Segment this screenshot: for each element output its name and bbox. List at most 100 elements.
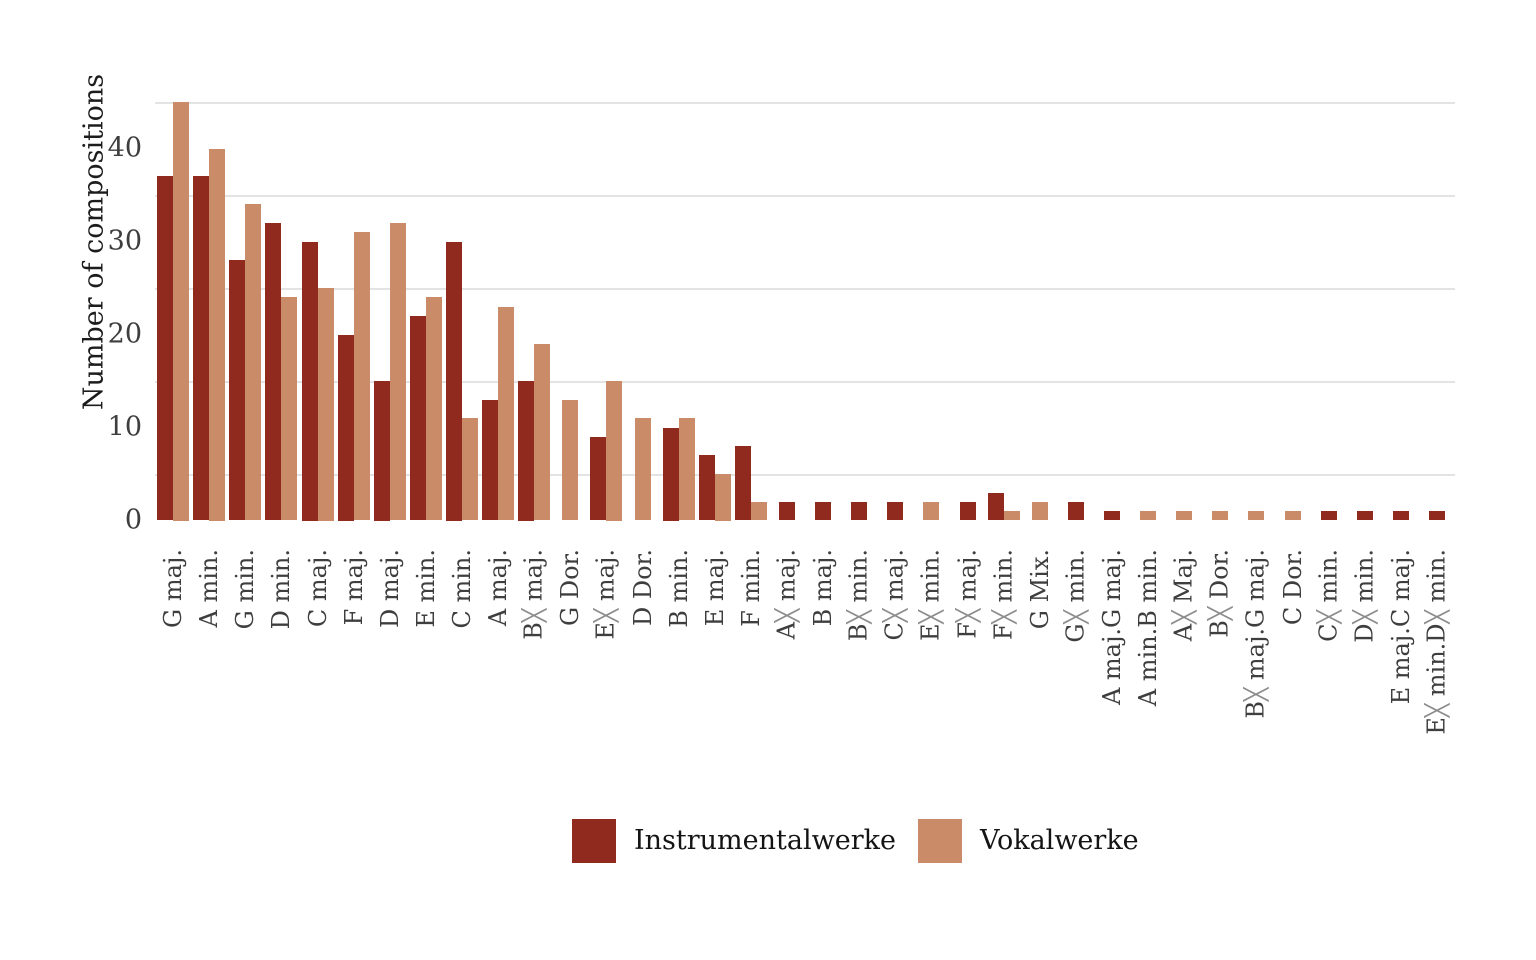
x-axis-label: A maj. [484, 549, 513, 627]
bar-instrumentalwerke [409, 315, 426, 521]
bar-instrumentalwerke [987, 492, 1004, 521]
bar-vokalwerke [634, 418, 651, 521]
missing-flat-glyph: ╳ [1425, 610, 1451, 624]
bar-instrumentalwerke [698, 455, 715, 521]
x-axis-label: B min. [664, 549, 693, 628]
y-axis-tick-label: 40 [107, 131, 142, 163]
bar-instrumentalwerke [851, 501, 868, 521]
x-axis-label: A min.B min. [1134, 549, 1163, 707]
bar-vokalwerke [461, 418, 478, 521]
bar-vokalwerke [606, 381, 623, 521]
y-axis-tick-label: 10 [107, 410, 142, 442]
x-axis-label: F╳ maj. [952, 549, 981, 639]
x-axis-label: A╳ Maj. [1169, 549, 1198, 642]
bar-vokalwerke [923, 501, 940, 521]
x-axis-label: C Dor. [1278, 549, 1307, 626]
bar-instrumentalwerke [1320, 511, 1337, 521]
bar-vokalwerke [498, 306, 515, 521]
minor-gridline [155, 102, 1455, 104]
bar-instrumentalwerke [1356, 511, 1373, 521]
bar-instrumentalwerke [229, 260, 246, 521]
x-axis-label: C╳ min. [1314, 549, 1343, 642]
missing-flat-glyph: ╳ [1064, 610, 1090, 624]
bar-instrumentalwerke [662, 427, 679, 521]
x-axis-label: F min. [736, 549, 765, 627]
bar-vokalwerke [1248, 511, 1265, 521]
bar-instrumentalwerke [1428, 511, 1445, 521]
minor-gridline [155, 288, 1455, 290]
missing-flat-glyph: ╳ [1317, 610, 1343, 624]
bar-vokalwerke [1031, 501, 1048, 521]
x-axis-label: E╳ maj. [591, 549, 620, 640]
legend-swatch-vokalwerke [917, 818, 962, 863]
bar-instrumentalwerke [482, 399, 499, 521]
missing-flat-glyph: ╳ [919, 610, 945, 624]
x-axis-label: B maj. [809, 549, 838, 627]
bar-instrumentalwerke [778, 501, 795, 521]
x-axis-label: E maj.C maj. [1386, 549, 1415, 705]
bar-instrumentalwerke [815, 501, 832, 521]
x-axis-label: E╳ min.D╳ min. [1422, 549, 1451, 735]
bar-vokalwerke [173, 102, 190, 521]
x-axis-label: D maj. [375, 549, 404, 629]
missing-flat-glyph: ╳ [1172, 610, 1198, 624]
x-axis-label: A maj.G maj. [1097, 549, 1126, 706]
missing-flat-glyph: ╳ [522, 608, 548, 623]
x-axis-label: G╳ min. [1061, 549, 1090, 643]
bar-vokalwerke [317, 288, 334, 521]
missing-flat-glyph: ╳ [1425, 703, 1451, 718]
bar-vokalwerke [353, 232, 370, 521]
x-axis-label: A╳ maj. [772, 549, 801, 640]
x-axis-label: G Mix. [1025, 549, 1054, 630]
bar-instrumentalwerke [265, 222, 282, 521]
bar-vokalwerke [714, 474, 731, 521]
missing-flat-glyph: ╳ [1244, 687, 1270, 701]
bar-instrumentalwerke [1392, 511, 1409, 521]
bar-instrumentalwerke [734, 446, 751, 521]
legend-swatch-instrumentalwerke [572, 818, 616, 863]
bar-vokalwerke [1212, 511, 1229, 521]
missing-flat-glyph: ╳ [992, 610, 1018, 624]
missing-flat-glyph: ╳ [775, 608, 801, 623]
bar-vokalwerke [534, 343, 551, 521]
x-axis-label: F maj. [339, 549, 368, 626]
bar-vokalwerke [750, 501, 767, 521]
legend-label-vokalwerke: Vokalwerke [979, 825, 1139, 856]
minor-gridline [155, 381, 1455, 383]
x-axis-label: E min. [411, 549, 440, 628]
bar-vokalwerke [281, 297, 298, 521]
missing-flat-glyph: ╳ [955, 608, 981, 623]
bar-vokalwerke [1140, 511, 1157, 521]
x-axis-label: D Dor. [628, 549, 657, 627]
bar-vokalwerke [389, 222, 406, 521]
legend: Instrumentalwerke Vokalwerke [572, 818, 1139, 863]
x-axis-label: C╳ maj. [880, 549, 909, 641]
y-axis-tick-label: 30 [107, 224, 142, 256]
x-axis-label: D min. [267, 549, 296, 630]
bar-vokalwerke [562, 399, 579, 521]
x-axis-label: B╳ Dor. [1205, 549, 1234, 638]
x-axis-label: E╳ min. [916, 549, 945, 641]
bar-vokalwerke [1176, 511, 1193, 521]
x-axis-label: G min. [231, 549, 260, 630]
bar-vokalwerke [209, 148, 226, 521]
missing-flat-glyph: ╳ [883, 608, 909, 623]
bar-instrumentalwerke [157, 176, 174, 521]
bar-instrumentalwerke [959, 501, 976, 521]
bar-vokalwerke [245, 204, 262, 521]
x-axis-label: C maj. [303, 549, 332, 628]
bar-vokalwerke [425, 297, 442, 521]
bar-instrumentalwerke [1067, 501, 1084, 521]
bar-instrumentalwerke [590, 436, 607, 521]
minor-gridline [155, 474, 1455, 476]
bar-vokalwerke [1003, 511, 1020, 521]
x-axis-label: A min. [195, 549, 224, 628]
y-axis-tick-label: 0 [124, 503, 142, 535]
missing-flat-glyph: ╳ [1208, 606, 1234, 621]
missing-flat-glyph: ╳ [594, 608, 620, 623]
missing-flat-glyph: ╳ [847, 610, 873, 624]
bar-vokalwerke [678, 418, 695, 521]
legend-label-instrumentalwerke: Instrumentalwerke [634, 825, 896, 856]
bar-instrumentalwerke [193, 176, 210, 521]
